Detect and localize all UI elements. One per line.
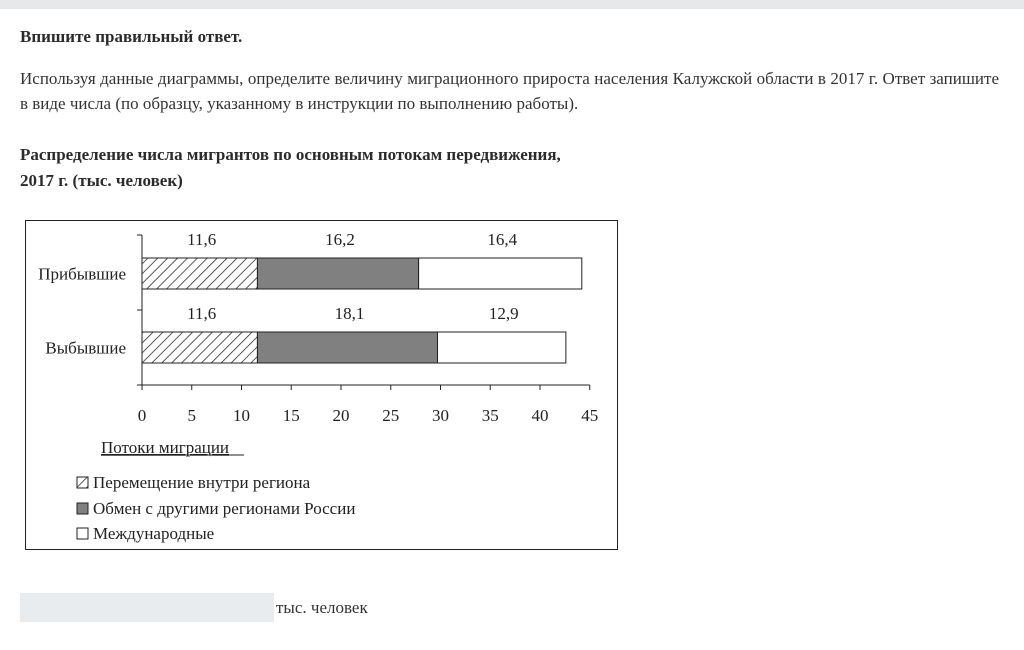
x-tick-label-15: 15 xyxy=(283,406,300,425)
x-tick-label-5: 5 xyxy=(188,406,197,425)
x-tick-label-40: 40 xyxy=(532,406,549,425)
chart-frame: 0 5 10 15 20 25 30 35 40 45 Прибывшие 11,6 16,2 16,4 В… xyxy=(25,220,618,550)
legend-swatch-1 xyxy=(76,502,89,515)
chart-title: Распределение числа мигрантов по основны… xyxy=(20,142,561,194)
bar-segment-1-0 xyxy=(141,331,258,364)
data-label-1-2: 12,9 xyxy=(489,304,519,323)
bar-segment-0-0 xyxy=(141,257,258,290)
legend-label-1: Обмен с другими регионами России xyxy=(93,499,355,518)
category-label-0: Прибывшие xyxy=(38,265,126,284)
bar-segment-1-2 xyxy=(437,331,567,364)
bar-segment-0-2 xyxy=(418,257,583,290)
instruction-text: Впишите правильный ответ. xyxy=(20,27,243,46)
data-label-1-0: 11,6 xyxy=(187,304,216,323)
migration-bar-chart: 0 5 10 15 20 25 30 35 40 45 Прибывшие 11,6 16,2 16,4 В… xyxy=(38,230,598,543)
x-tick-label-10: 10 xyxy=(233,406,250,425)
data-label-1-1: 18,1 xyxy=(335,304,365,323)
x-tick-label-0: 0 xyxy=(138,406,147,425)
x-tick-label-30: 30 xyxy=(432,406,449,425)
chart-title-line-2: 2017 г. (тыс. человек) xyxy=(20,171,183,190)
top-bar xyxy=(0,0,1024,9)
legend-swatch-0 xyxy=(76,476,89,489)
x-axis-title: Потоки миграции xyxy=(101,438,229,457)
x-tick-label-35: 35 xyxy=(482,406,499,425)
legend-label-0: Перемещение внутри региона xyxy=(93,473,311,492)
data-label-0-0: 11,6 xyxy=(187,230,216,249)
legend-label-2: Международные xyxy=(93,524,214,543)
answer-input[interactable] xyxy=(20,593,274,622)
legend-swatch-2 xyxy=(76,527,89,540)
data-label-0-2: 16,4 xyxy=(487,230,517,249)
x-tick-label-25: 25 xyxy=(382,406,399,425)
bar-segment-0-1 xyxy=(256,257,420,290)
x-tick-label-45: 45 xyxy=(581,406,598,425)
answer-unit-label: тыс. человек xyxy=(276,598,368,617)
bar-segment-1-1 xyxy=(256,331,439,364)
category-label-1: Выбывшие xyxy=(45,339,126,358)
question-text: Используя данные диаграммы, определите в… xyxy=(20,69,999,113)
x-tick-label-20: 20 xyxy=(333,406,350,425)
data-label-0-1: 16,2 xyxy=(325,230,355,249)
chart-title-line-1: Распределение числа мигрантов по основны… xyxy=(20,145,561,164)
